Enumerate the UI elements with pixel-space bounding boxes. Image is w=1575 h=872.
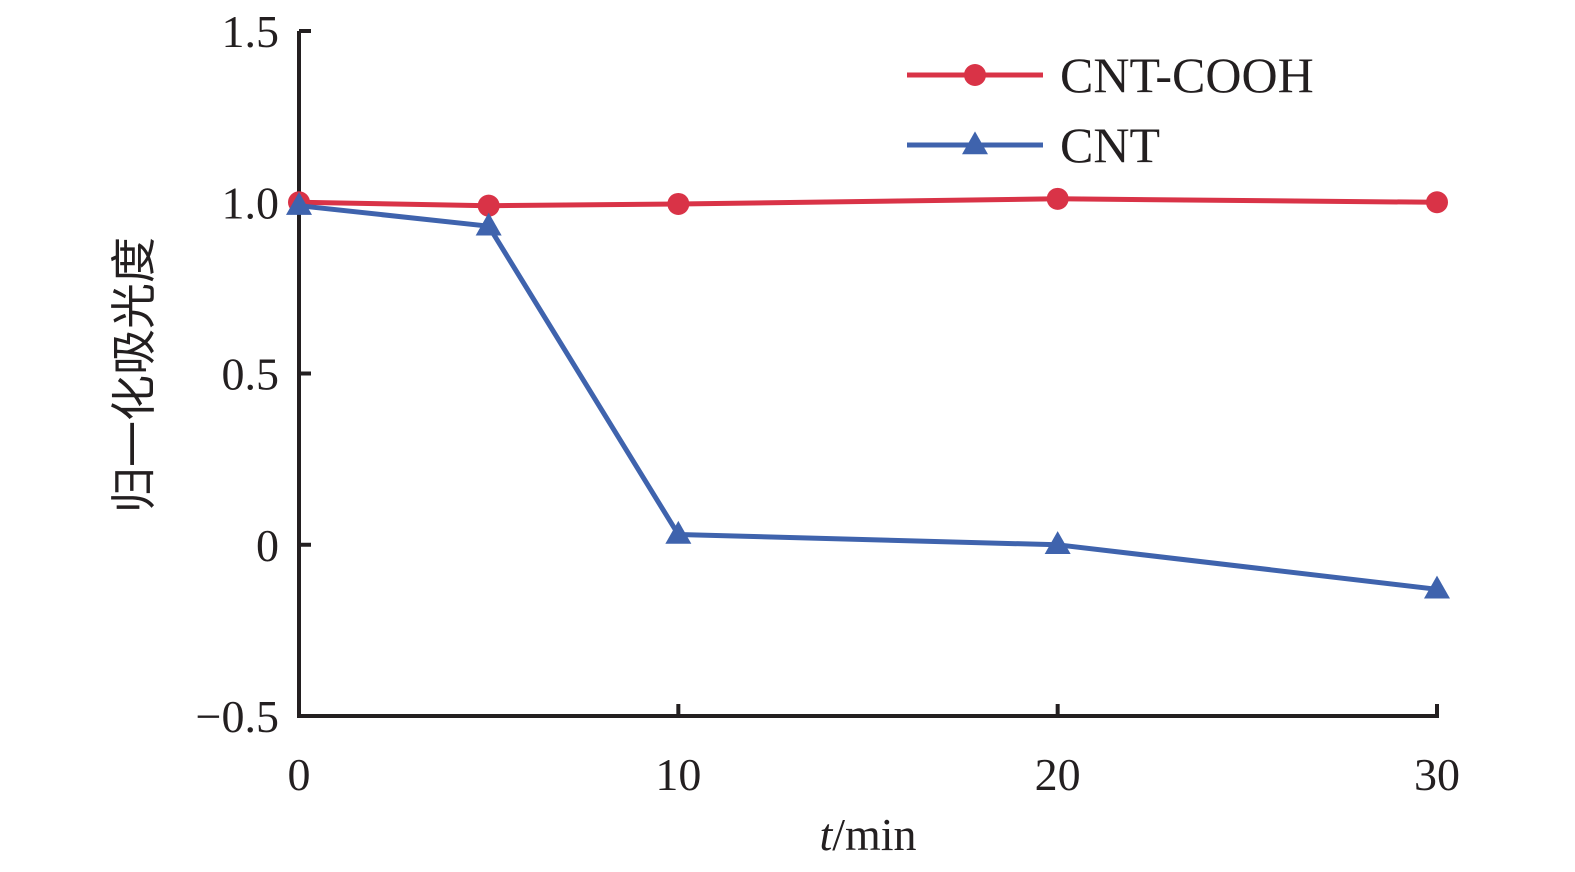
series-cnt-cooh [288, 187, 1448, 217]
data-point [286, 192, 312, 215]
legend-swatch-marker [962, 131, 988, 155]
y-tick-label: 0.5 [222, 349, 280, 400]
data-point [1046, 187, 1069, 210]
series-cnt [286, 192, 1450, 599]
y-tick-label: 1.5 [222, 6, 280, 57]
legend: CNT-COOH CNT [907, 47, 1314, 173]
data-point [475, 212, 502, 236]
x-axis-label-unit: /min [832, 809, 916, 860]
legend-label: CNT-COOH [1060, 47, 1314, 103]
data-point [1426, 191, 1448, 214]
x-tick-label: 20 [1035, 749, 1081, 800]
axes [297, 31, 1439, 718]
y-tick-label: 0 [256, 520, 279, 571]
y-tick-label: −0.5 [196, 691, 279, 742]
series-layer [286, 187, 1450, 599]
data-point [1044, 531, 1071, 554]
legend-label: CNT [1060, 117, 1160, 173]
legend-swatch-marker [964, 64, 986, 86]
data-point [667, 192, 690, 215]
series-line [298, 196, 1438, 209]
y-tick-label: 1.0 [222, 177, 280, 228]
data-point [1424, 575, 1450, 599]
x-tick-label: 30 [1414, 749, 1460, 800]
x-tick-label: 0 [288, 749, 311, 800]
y-axis-label: 归一化吸光度 [109, 237, 160, 513]
data-point [665, 520, 692, 544]
ticks: −0.500.51.01.50 10 20 30 [196, 6, 1460, 800]
x-axis-label: t/min [819, 809, 916, 860]
x-tick-label: 10 [655, 749, 701, 800]
x-axis-label-italic: t [819, 809, 833, 860]
data-point [477, 194, 500, 217]
legend-item: CNT [907, 117, 1160, 173]
series-line [298, 203, 1438, 592]
legend-item: CNT-COOH [907, 47, 1314, 103]
